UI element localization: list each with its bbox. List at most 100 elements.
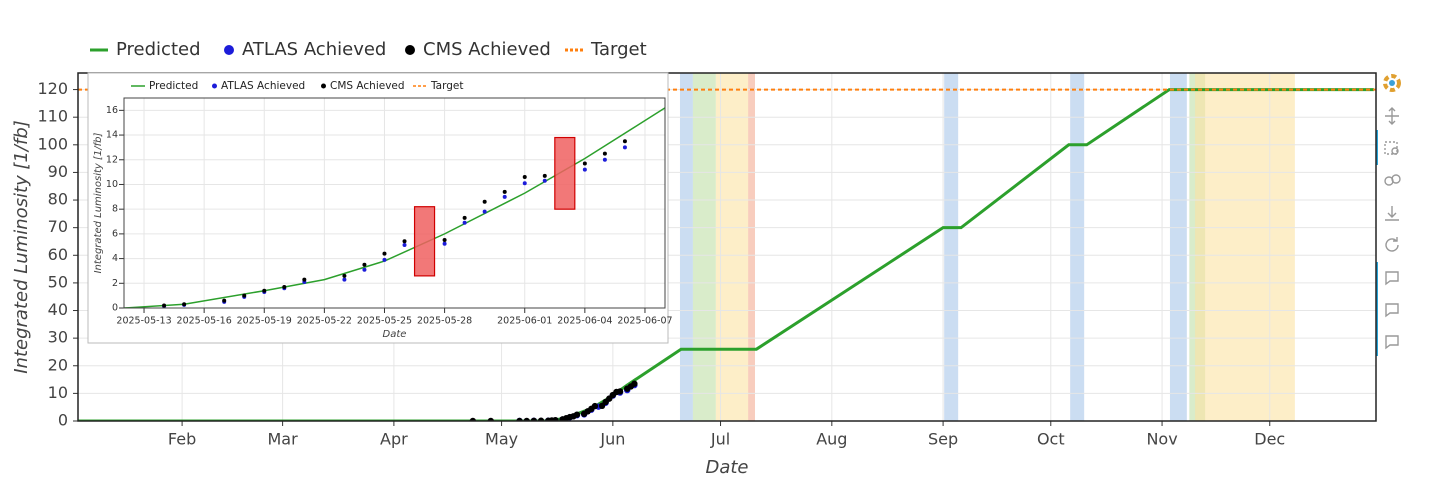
data-point [402,243,407,247]
legend-item: ATLAS Achieved [224,39,386,60]
x-axis-label: Date [383,329,407,340]
data-point [602,151,607,156]
y-tick-label: 6 [112,228,118,239]
data-point [522,175,527,180]
data-point [382,251,387,256]
x-tick-label: Jun [599,430,625,449]
y-tick-label: 0 [112,303,118,314]
data-point [622,145,627,150]
shaded-band [944,73,959,421]
data-point [362,267,367,272]
legend-swatch [405,45,415,55]
data-point [631,380,638,387]
data-point [582,167,587,172]
data-point [442,238,447,243]
data-point [462,215,467,220]
y-tick-label: 14 [106,130,118,141]
data-point [522,181,527,186]
uncertainty-box [413,206,436,277]
data-point [382,257,387,262]
x-tick-label: 2025-06-04 [557,316,612,327]
x-axis-label: Date [705,457,748,478]
data-point [222,298,227,303]
box-zoom-tool[interactable] [1384,141,1399,155]
x-tick-label: Aug [816,430,847,449]
reset-tool[interactable] [1385,237,1399,252]
plot-frame [123,97,666,309]
x-tick-label: 2025-05-13 [116,316,171,327]
y-tick-label: 12 [106,154,118,165]
x-tick-label: 2025-05-25 [357,316,412,327]
data-point [602,157,607,162]
x-tick-label: 2025-05-22 [297,316,352,327]
y-tick-label: 30 [48,328,68,347]
pan-tool[interactable] [1385,107,1399,125]
legend-item: Target [413,80,463,92]
wheel-zoom-tool[interactable] [1384,174,1401,186]
shaded-band [692,73,716,421]
x-tick-label: 2025-06-07 [617,316,672,327]
data-point [552,416,559,421]
data-point [469,417,477,421]
y-tick-label: 90 [48,162,68,181]
y-tick-label: 40 [48,300,68,319]
legend-label: Target [430,80,463,92]
y-tick-label: 110 [37,107,68,126]
data-point [622,139,627,144]
data-point [502,189,507,194]
x-tick-label: Nov [1146,430,1177,449]
hover-tool[interactable] [1385,335,1399,350]
shaded-band [1070,73,1085,421]
y-tick-label: 8 [112,204,118,215]
legend-label: Predicted [149,80,198,92]
legend-label: CMS Achieved [423,39,551,60]
uncertainty-box [554,136,576,210]
x-tick-label: 2025-05-28 [417,316,472,327]
data-point [542,173,547,178]
legend-label: Predicted [116,39,201,60]
shaded-band [748,73,755,421]
x-tick-label: Dec [1254,430,1285,449]
shaded-band [1169,73,1187,421]
hover-tool[interactable] [1385,271,1399,286]
legend-label: Target [590,39,647,60]
data-point [616,388,624,395]
plot-area [124,98,665,308]
data-point [242,293,247,298]
data-point [402,239,407,244]
data-point [342,273,347,278]
y-tick-label: 80 [48,190,68,209]
x-tick-label: Mar [268,430,299,449]
x-tick-label: 2025-05-19 [237,316,292,327]
data-point [182,302,187,307]
data-point [362,262,367,267]
plot-area [78,73,1376,421]
legend-item: CMS Achieved [405,39,551,60]
legend-item: ATLAS Achieved [212,80,305,92]
data-point [442,241,447,246]
data-point [582,161,587,166]
data-point [542,178,547,183]
data-point [487,417,495,421]
y-tick-label: 120 [37,79,68,98]
data-point [162,303,167,308]
legend-label: ATLAS Achieved [242,39,386,60]
hover-tool[interactable] [1385,303,1399,318]
x-tick-label: Apr [380,430,408,449]
y-tick-label: 10 [48,383,68,402]
legend-item: Predicted [90,39,201,60]
data-point [302,277,307,282]
y-tick-label: 4 [112,253,118,264]
save-tool[interactable] [1385,206,1399,221]
data-point [591,402,599,410]
x-tick-label: Feb [168,430,196,449]
y-tick-label: 2 [112,278,118,289]
legend-label: ATLAS Achieved [221,80,305,92]
x-tick-label: Oct [1037,430,1065,449]
data-point [530,417,538,421]
legend-item: Predicted [131,80,198,92]
x-tick-label: Sep [928,430,958,449]
legend-item: Target [565,39,647,60]
